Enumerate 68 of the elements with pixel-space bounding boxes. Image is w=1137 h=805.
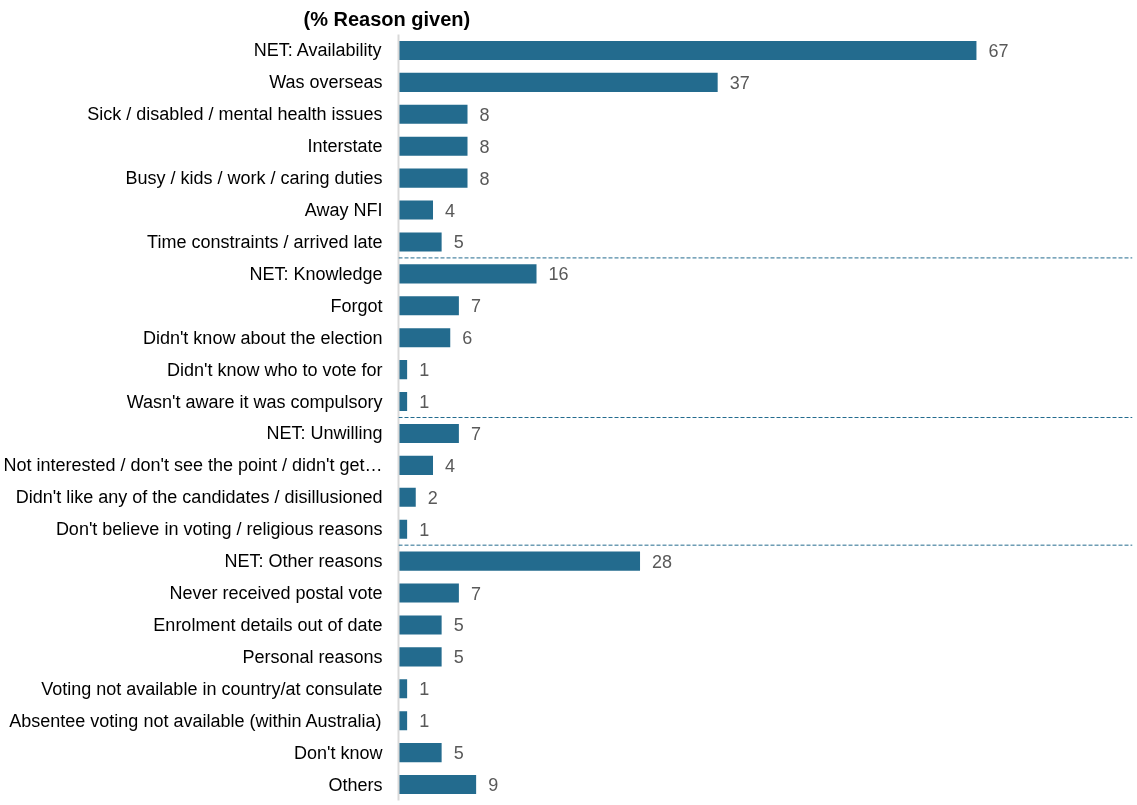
chart-title: (% Reason given) bbox=[303, 7, 471, 30]
data-label: 5 bbox=[453, 615, 464, 636]
data-label: 5 bbox=[453, 743, 464, 764]
data-label: 7 bbox=[470, 296, 481, 317]
y-tick-label: Never received postal vote bbox=[169, 583, 383, 604]
y-tick-label: Absentee voting not available (within Australia) bbox=[9, 710, 382, 731]
data-label: 8 bbox=[479, 168, 490, 189]
data-label: 37 bbox=[729, 72, 750, 93]
y-tick-label: Forgot bbox=[330, 295, 383, 316]
y-tick-label: Don't know bbox=[294, 742, 384, 763]
bar bbox=[398, 296, 459, 316]
y-tick-label: Interstate bbox=[307, 136, 383, 157]
data-label: 7 bbox=[470, 583, 481, 604]
data-label: 4 bbox=[445, 200, 456, 221]
data-label: 8 bbox=[479, 104, 490, 125]
data-label: 28 bbox=[652, 551, 673, 572]
bar bbox=[398, 232, 442, 252]
y-tick-label: Didn't know about the election bbox=[142, 327, 383, 348]
bar bbox=[398, 455, 433, 475]
bar bbox=[398, 200, 433, 220]
data-label: 2 bbox=[427, 487, 438, 508]
y-tick-label: Time constraints / arrived late bbox=[147, 231, 383, 252]
data-label: 5 bbox=[453, 647, 464, 668]
y-tick-label: Sick / disabled / mental health issues bbox=[87, 104, 383, 125]
bar bbox=[398, 774, 477, 795]
y-tick-label: Voting not available in country/at consulate bbox=[41, 678, 383, 699]
data-label: 1 bbox=[419, 360, 430, 381]
y-tick-label: Didn't know who to vote for bbox=[166, 359, 383, 380]
data-label: 8 bbox=[479, 136, 490, 157]
bar bbox=[398, 328, 451, 348]
y-tick-label: NET: Knowledge bbox=[249, 263, 383, 284]
bar bbox=[398, 583, 459, 603]
y-tick-label: NET: Availability bbox=[253, 40, 382, 61]
y-tick-label: Enrolment details out of date bbox=[153, 614, 383, 635]
data-label: 7 bbox=[470, 423, 481, 444]
data-label: 1 bbox=[419, 392, 430, 413]
bar bbox=[398, 104, 468, 124]
bar bbox=[398, 551, 641, 571]
data-label: 1 bbox=[419, 519, 430, 540]
data-label: 6 bbox=[462, 328, 473, 349]
bar bbox=[398, 136, 468, 156]
bar bbox=[398, 487, 416, 507]
y-tick-label: Not interested / don't see the point / didn't get… bbox=[3, 455, 383, 476]
y-tick-label: Didn't like any of the candidates / disillusioned bbox=[15, 487, 383, 508]
bar bbox=[398, 647, 442, 667]
bar bbox=[398, 423, 459, 444]
bar bbox=[398, 168, 468, 188]
y-tick-label: Others bbox=[328, 774, 383, 795]
bar bbox=[398, 743, 442, 763]
data-label: 16 bbox=[548, 264, 569, 285]
bar bbox=[398, 615, 442, 635]
data-label: 4 bbox=[445, 455, 456, 476]
y-tick-label: Away NFI bbox=[304, 200, 383, 221]
y-tick-label: Busy / kids / work / caring duties bbox=[125, 168, 383, 189]
y-tick-label: NET: Unwilling bbox=[266, 423, 383, 444]
y-tick-label: NET: Other reasons bbox=[224, 551, 383, 572]
y-tick-label: Was overseas bbox=[269, 72, 383, 93]
data-label: 67 bbox=[988, 40, 1009, 61]
y-tick-label: Wasn't aware it was compulsory bbox=[126, 391, 383, 412]
data-label: 1 bbox=[419, 679, 430, 700]
data-label: 1 bbox=[419, 711, 430, 732]
y-tick-label: Personal reasons bbox=[242, 646, 383, 667]
bar bbox=[398, 40, 977, 61]
y-tick-label: Don't believe in voting / religious reasons bbox=[55, 519, 383, 540]
data-label: 5 bbox=[453, 232, 464, 253]
bar bbox=[398, 72, 718, 92]
data-label: 9 bbox=[488, 775, 499, 796]
bar bbox=[398, 264, 537, 284]
